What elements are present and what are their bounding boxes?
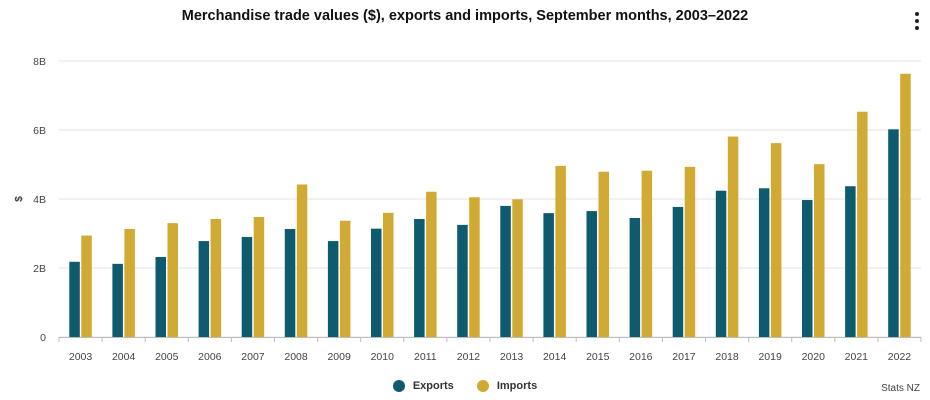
- chart-title: Merchandise trade values ($), exports an…: [181, 8, 749, 24]
- bar-exports: [284, 229, 296, 337]
- y-tick-label: 8B: [33, 56, 46, 68]
- bar-imports: [426, 191, 437, 337]
- x-tick-label: 2009: [327, 351, 351, 363]
- bar-imports: [210, 219, 222, 337]
- legend-label-imports: Imports: [496, 380, 538, 392]
- legend-marker-exports: [392, 380, 405, 392]
- x-tick-label: 2018: [715, 351, 739, 363]
- x-tick-label: 2003: [69, 351, 93, 363]
- bar-exports: [802, 200, 813, 337]
- bar-imports: [900, 73, 911, 337]
- bar-imports: [167, 223, 178, 337]
- legend-marker-imports: [476, 380, 489, 392]
- bar-exports: [69, 261, 80, 337]
- bar-imports: [383, 212, 394, 337]
- bar-exports: [543, 213, 554, 337]
- legend-label-exports: Exports: [412, 380, 454, 392]
- bar-exports: [198, 241, 210, 337]
- bar-exports: [845, 186, 856, 337]
- x-tick-label: 2014: [543, 351, 567, 363]
- bar-exports: [112, 263, 123, 337]
- x-tick-label: 2015: [586, 351, 610, 363]
- bar-imports: [253, 216, 265, 337]
- bar-imports: [814, 164, 825, 337]
- bar-imports: [81, 235, 92, 337]
- source-credit: Stats NZ: [881, 383, 920, 394]
- bar-imports: [555, 165, 566, 337]
- bar-imports: [124, 229, 135, 337]
- x-tick-label: 2019: [758, 351, 782, 363]
- bar-imports: [512, 199, 523, 337]
- x-tick-label: 2008: [284, 351, 308, 363]
- bar-exports: [586, 211, 597, 337]
- bar-exports: [457, 224, 468, 337]
- bar-imports: [857, 111, 868, 337]
- bar-exports: [715, 190, 727, 337]
- x-tick-label: 2017: [672, 351, 696, 363]
- x-tick-label: 2013: [500, 351, 524, 363]
- bar-exports: [888, 129, 899, 337]
- bar-exports: [500, 205, 511, 337]
- x-tick-label: 2012: [457, 351, 481, 363]
- bar-exports: [155, 256, 166, 337]
- x-tick-label: 2020: [802, 351, 826, 363]
- x-tick-label: 2005: [155, 351, 179, 363]
- bar-imports: [727, 136, 739, 337]
- bar-imports: [598, 171, 609, 337]
- x-tick-label: 2004: [112, 351, 136, 363]
- bar-exports: [414, 219, 425, 337]
- legend-item-imports[interactable]: Imports: [476, 380, 538, 392]
- bar-imports: [684, 166, 696, 337]
- bar-exports: [672, 206, 684, 337]
- y-tick-label: 4B: [33, 194, 46, 206]
- x-tick-label: 2006: [198, 351, 222, 363]
- legend: Exports Imports: [0, 380, 930, 395]
- more-vertical-icon[interactable]: [912, 12, 922, 34]
- bar-imports: [469, 197, 480, 337]
- bar-imports: [296, 184, 308, 337]
- x-tick-label: 2011: [414, 351, 437, 363]
- bar-imports: [641, 170, 653, 337]
- y-axis-label: $: [13, 196, 25, 202]
- bar-exports: [241, 236, 253, 337]
- x-tick-label: 2021: [845, 351, 869, 363]
- x-tick-label: 2010: [371, 351, 395, 363]
- bar-imports: [339, 220, 351, 337]
- legend-item-exports[interactable]: Exports: [392, 380, 454, 392]
- x-tick-label: 2007: [241, 351, 265, 363]
- bar-exports: [327, 241, 339, 337]
- x-tick-label: 2022: [888, 351, 912, 363]
- y-tick-label: 0: [40, 332, 46, 344]
- bar-exports: [758, 188, 770, 337]
- bar-exports: [629, 217, 641, 337]
- bar-exports: [371, 228, 382, 337]
- y-tick-label: 6B: [33, 125, 46, 137]
- bar-imports: [770, 143, 782, 337]
- y-tick-label: 2B: [33, 263, 46, 275]
- x-tick-label: 2016: [629, 351, 653, 363]
